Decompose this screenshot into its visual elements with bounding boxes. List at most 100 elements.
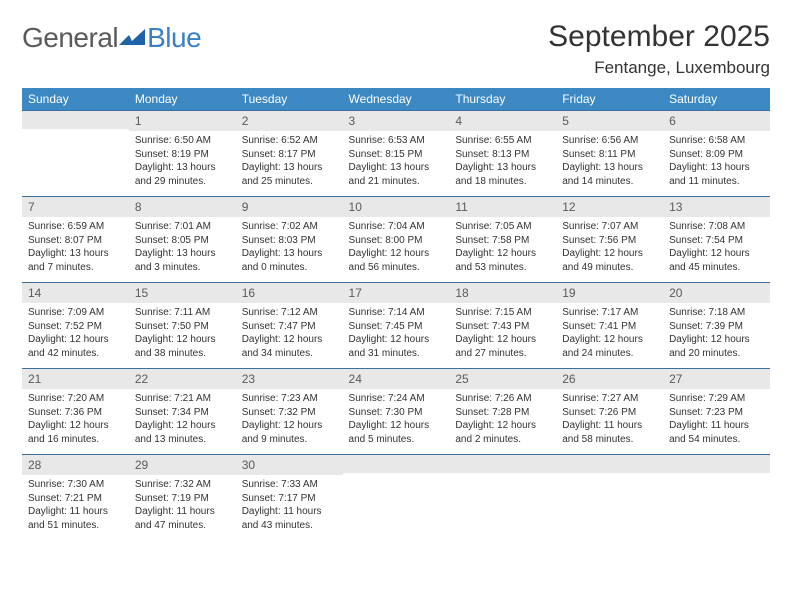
day-number: 27 bbox=[663, 369, 770, 389]
day1-line: Daylight: 13 hours bbox=[349, 161, 444, 175]
day1-line: Daylight: 12 hours bbox=[455, 247, 550, 261]
calendar-day-cell: 26Sunrise: 7:27 AMSunset: 7:26 PMDayligh… bbox=[556, 369, 663, 455]
sunrise-line: Sunrise: 7:21 AM bbox=[135, 392, 230, 406]
day-content: Sunrise: 7:20 AMSunset: 7:36 PMDaylight:… bbox=[22, 389, 129, 452]
day2-line: and 3 minutes. bbox=[135, 261, 230, 275]
brand-part1: General bbox=[22, 22, 118, 54]
day-number: 19 bbox=[556, 283, 663, 303]
day-content: Sunrise: 6:53 AMSunset: 8:15 PMDaylight:… bbox=[343, 131, 450, 194]
sunrise-line: Sunrise: 6:53 AM bbox=[349, 134, 444, 148]
day-content: Sunrise: 7:27 AMSunset: 7:26 PMDaylight:… bbox=[556, 389, 663, 452]
day-content: Sunrise: 7:29 AMSunset: 7:23 PMDaylight:… bbox=[663, 389, 770, 452]
sunrise-line: Sunrise: 7:26 AM bbox=[455, 392, 550, 406]
day2-line: and 7 minutes. bbox=[28, 261, 123, 275]
sunset-line: Sunset: 7:19 PM bbox=[135, 492, 230, 506]
day-number: 9 bbox=[236, 197, 343, 217]
sunset-line: Sunset: 7:52 PM bbox=[28, 320, 123, 334]
calendar-day-cell: 28Sunrise: 7:30 AMSunset: 7:21 PMDayligh… bbox=[22, 455, 129, 541]
calendar-week-row: 14Sunrise: 7:09 AMSunset: 7:52 PMDayligh… bbox=[22, 283, 770, 369]
sunset-line: Sunset: 7:21 PM bbox=[28, 492, 123, 506]
weekday-header: Tuesday bbox=[236, 88, 343, 111]
calendar-day-cell: 18Sunrise: 7:15 AMSunset: 7:43 PMDayligh… bbox=[449, 283, 556, 369]
calendar-day-cell: 27Sunrise: 7:29 AMSunset: 7:23 PMDayligh… bbox=[663, 369, 770, 455]
sunrise-line: Sunrise: 7:09 AM bbox=[28, 306, 123, 320]
sunrise-line: Sunrise: 7:04 AM bbox=[349, 220, 444, 234]
sunset-line: Sunset: 8:13 PM bbox=[455, 148, 550, 162]
calendar-day-cell: 6Sunrise: 6:58 AMSunset: 8:09 PMDaylight… bbox=[663, 111, 770, 197]
sunrise-line: Sunrise: 7:18 AM bbox=[669, 306, 764, 320]
day-content: Sunrise: 7:01 AMSunset: 8:05 PMDaylight:… bbox=[129, 217, 236, 280]
day-content: Sunrise: 7:30 AMSunset: 7:21 PMDaylight:… bbox=[22, 475, 129, 538]
sunrise-line: Sunrise: 7:24 AM bbox=[349, 392, 444, 406]
calendar-day-cell: 3Sunrise: 6:53 AMSunset: 8:15 PMDaylight… bbox=[343, 111, 450, 197]
day-number: 28 bbox=[22, 455, 129, 475]
sunset-line: Sunset: 7:58 PM bbox=[455, 234, 550, 248]
day1-line: Daylight: 12 hours bbox=[349, 247, 444, 261]
day1-line: Daylight: 12 hours bbox=[135, 419, 230, 433]
day-number: 3 bbox=[343, 111, 450, 131]
day-number: 7 bbox=[22, 197, 129, 217]
day-number: 2 bbox=[236, 111, 343, 131]
calendar-day-cell: 12Sunrise: 7:07 AMSunset: 7:56 PMDayligh… bbox=[556, 197, 663, 283]
weekday-header: Wednesday bbox=[343, 88, 450, 111]
day-number: 21 bbox=[22, 369, 129, 389]
day1-line: Daylight: 12 hours bbox=[242, 333, 337, 347]
calendar-day-cell bbox=[556, 455, 663, 541]
calendar-day-cell: 20Sunrise: 7:18 AMSunset: 7:39 PMDayligh… bbox=[663, 283, 770, 369]
sunrise-line: Sunrise: 7:08 AM bbox=[669, 220, 764, 234]
day2-line: and 58 minutes. bbox=[562, 433, 657, 447]
day-content: Sunrise: 7:09 AMSunset: 7:52 PMDaylight:… bbox=[22, 303, 129, 366]
day-number: 17 bbox=[343, 283, 450, 303]
day1-line: Daylight: 12 hours bbox=[28, 419, 123, 433]
day2-line: and 16 minutes. bbox=[28, 433, 123, 447]
sunset-line: Sunset: 7:32 PM bbox=[242, 406, 337, 420]
sunset-line: Sunset: 8:09 PM bbox=[669, 148, 764, 162]
day-number bbox=[556, 455, 663, 473]
sunrise-line: Sunrise: 6:50 AM bbox=[135, 134, 230, 148]
day-number: 23 bbox=[236, 369, 343, 389]
day-number: 1 bbox=[129, 111, 236, 131]
sunrise-line: Sunrise: 6:56 AM bbox=[562, 134, 657, 148]
weekday-header: Monday bbox=[129, 88, 236, 111]
day-number: 22 bbox=[129, 369, 236, 389]
sunset-line: Sunset: 8:03 PM bbox=[242, 234, 337, 248]
calendar-day-cell: 5Sunrise: 6:56 AMSunset: 8:11 PMDaylight… bbox=[556, 111, 663, 197]
day-content: Sunrise: 7:17 AMSunset: 7:41 PMDaylight:… bbox=[556, 303, 663, 366]
calendar-day-cell: 9Sunrise: 7:02 AMSunset: 8:03 PMDaylight… bbox=[236, 197, 343, 283]
day-content: Sunrise: 7:11 AMSunset: 7:50 PMDaylight:… bbox=[129, 303, 236, 366]
day1-line: Daylight: 12 hours bbox=[455, 419, 550, 433]
day-content: Sunrise: 7:33 AMSunset: 7:17 PMDaylight:… bbox=[236, 475, 343, 538]
day2-line: and 56 minutes. bbox=[349, 261, 444, 275]
day-content: Sunrise: 7:24 AMSunset: 7:30 PMDaylight:… bbox=[343, 389, 450, 452]
sunrise-line: Sunrise: 6:55 AM bbox=[455, 134, 550, 148]
day-number: 26 bbox=[556, 369, 663, 389]
day2-line: and 38 minutes. bbox=[135, 347, 230, 361]
calendar-day-cell: 30Sunrise: 7:33 AMSunset: 7:17 PMDayligh… bbox=[236, 455, 343, 541]
calendar-day-cell: 11Sunrise: 7:05 AMSunset: 7:58 PMDayligh… bbox=[449, 197, 556, 283]
day-content: Sunrise: 7:21 AMSunset: 7:34 PMDaylight:… bbox=[129, 389, 236, 452]
day2-line: and 9 minutes. bbox=[242, 433, 337, 447]
sunrise-line: Sunrise: 6:52 AM bbox=[242, 134, 337, 148]
day-number bbox=[22, 111, 129, 129]
calendar-day-cell: 29Sunrise: 7:32 AMSunset: 7:19 PMDayligh… bbox=[129, 455, 236, 541]
calendar-week-row: 1Sunrise: 6:50 AMSunset: 8:19 PMDaylight… bbox=[22, 111, 770, 197]
sunrise-line: Sunrise: 7:12 AM bbox=[242, 306, 337, 320]
day-number: 12 bbox=[556, 197, 663, 217]
day-number: 6 bbox=[663, 111, 770, 131]
sunset-line: Sunset: 7:36 PM bbox=[28, 406, 123, 420]
calendar-week-row: 21Sunrise: 7:20 AMSunset: 7:36 PMDayligh… bbox=[22, 369, 770, 455]
day-number: 25 bbox=[449, 369, 556, 389]
brand-flag-icon bbox=[119, 29, 145, 47]
calendar-day-cell: 8Sunrise: 7:01 AMSunset: 8:05 PMDaylight… bbox=[129, 197, 236, 283]
sunrise-line: Sunrise: 7:07 AM bbox=[562, 220, 657, 234]
day2-line: and 13 minutes. bbox=[135, 433, 230, 447]
calendar-day-cell: 13Sunrise: 7:08 AMSunset: 7:54 PMDayligh… bbox=[663, 197, 770, 283]
day-number: 5 bbox=[556, 111, 663, 131]
day-number: 13 bbox=[663, 197, 770, 217]
day2-line: and 25 minutes. bbox=[242, 175, 337, 189]
weekday-header: Friday bbox=[556, 88, 663, 111]
sunset-line: Sunset: 7:17 PM bbox=[242, 492, 337, 506]
sunset-line: Sunset: 7:45 PM bbox=[349, 320, 444, 334]
day-number bbox=[449, 455, 556, 473]
calendar-day-cell: 22Sunrise: 7:21 AMSunset: 7:34 PMDayligh… bbox=[129, 369, 236, 455]
